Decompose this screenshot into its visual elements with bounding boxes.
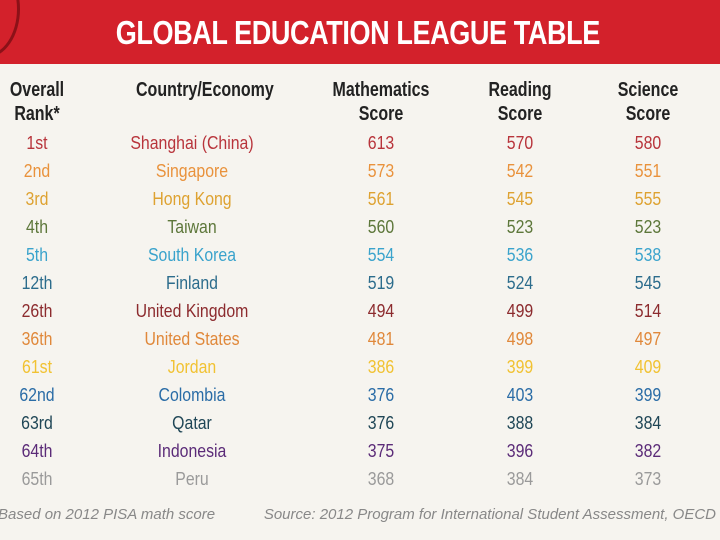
score: 498 bbox=[506, 329, 534, 349]
score: 368 bbox=[367, 469, 395, 489]
score: 399 bbox=[634, 385, 662, 405]
source: Source: 2012 Program for International S… bbox=[263, 506, 716, 523]
header-line: Score bbox=[497, 103, 543, 125]
rank: 64th bbox=[21, 441, 53, 461]
score: 497 bbox=[634, 329, 662, 349]
country: Qatar bbox=[172, 413, 212, 433]
rank: 26th bbox=[21, 301, 53, 321]
header-line: Reading bbox=[488, 79, 552, 101]
rank: 61st bbox=[22, 357, 52, 377]
score: 554 bbox=[367, 245, 395, 265]
header-line: Score bbox=[358, 103, 404, 125]
country: Taiwan bbox=[167, 217, 217, 237]
score: 403 bbox=[506, 385, 534, 405]
rank: 62nd bbox=[19, 385, 55, 405]
country: United States bbox=[144, 329, 240, 349]
score: 538 bbox=[634, 245, 662, 265]
rank: 5th bbox=[25, 245, 49, 265]
score: 542 bbox=[506, 161, 534, 181]
title: GLOBAL EDUCATION LEAGUE TABLE bbox=[115, 14, 601, 51]
country: Hong Kong bbox=[152, 189, 232, 209]
country: Shanghai (China) bbox=[130, 133, 254, 153]
column-header: Overall Rank* bbox=[0, 78, 93, 126]
score: 523 bbox=[634, 217, 662, 237]
score: 545 bbox=[506, 189, 534, 209]
footnote: Based on 2012 PISA math score bbox=[0, 506, 216, 523]
score: 580 bbox=[634, 133, 662, 153]
country: Indonesia bbox=[157, 441, 227, 461]
score: 545 bbox=[634, 273, 662, 293]
score: 494 bbox=[367, 301, 395, 321]
score: 373 bbox=[634, 469, 662, 489]
score: 409 bbox=[634, 357, 662, 377]
column-header: Country/Economy bbox=[136, 78, 274, 102]
score: 514 bbox=[634, 301, 662, 321]
score: 376 bbox=[367, 385, 395, 405]
rank: 2nd bbox=[23, 161, 51, 181]
column-header: Science Score bbox=[592, 78, 704, 126]
header-line: Country/Economy bbox=[136, 79, 274, 101]
score: 555 bbox=[634, 189, 662, 209]
header-line: Overall bbox=[9, 79, 65, 101]
country: Colombia bbox=[158, 385, 226, 405]
header-line: Mathematics bbox=[332, 79, 430, 101]
header-line: Science bbox=[617, 79, 679, 101]
rank: 65th bbox=[21, 469, 53, 489]
score: 573 bbox=[367, 161, 395, 181]
score: 386 bbox=[367, 357, 395, 377]
title-band bbox=[0, 0, 720, 64]
score: 499 bbox=[506, 301, 534, 321]
column-header: Reading Score bbox=[464, 78, 576, 126]
score: 560 bbox=[367, 217, 395, 237]
country: Singapore bbox=[155, 161, 229, 181]
header-line: Rank* bbox=[14, 103, 60, 125]
country: Finland bbox=[166, 273, 218, 293]
score: 551 bbox=[634, 161, 662, 181]
rank: 1st bbox=[26, 133, 48, 153]
rank: 12th bbox=[21, 273, 53, 293]
score: 536 bbox=[506, 245, 534, 265]
rank: 4th bbox=[25, 217, 49, 237]
rank: 36th bbox=[21, 329, 53, 349]
score: 524 bbox=[506, 273, 534, 293]
country: Peru bbox=[175, 469, 209, 489]
score: 613 bbox=[367, 133, 395, 153]
rank: 63rd bbox=[21, 413, 53, 433]
score: 384 bbox=[506, 469, 534, 489]
score: 396 bbox=[506, 441, 534, 461]
score: 399 bbox=[506, 357, 534, 377]
score: 376 bbox=[367, 413, 395, 433]
score: 382 bbox=[634, 441, 662, 461]
score: 481 bbox=[367, 329, 395, 349]
rank: 3rd bbox=[25, 189, 49, 209]
score: 561 bbox=[367, 189, 395, 209]
column-header: Mathematics Score bbox=[325, 78, 437, 126]
score: 375 bbox=[367, 441, 395, 461]
country: United Kingdom bbox=[135, 301, 249, 321]
score: 388 bbox=[506, 413, 534, 433]
country: South Korea bbox=[147, 245, 237, 265]
score: 519 bbox=[367, 273, 395, 293]
score: 523 bbox=[506, 217, 534, 237]
country: Jordan bbox=[167, 357, 217, 377]
score: 570 bbox=[506, 133, 534, 153]
header-line: Score bbox=[625, 103, 671, 125]
score: 384 bbox=[634, 413, 662, 433]
